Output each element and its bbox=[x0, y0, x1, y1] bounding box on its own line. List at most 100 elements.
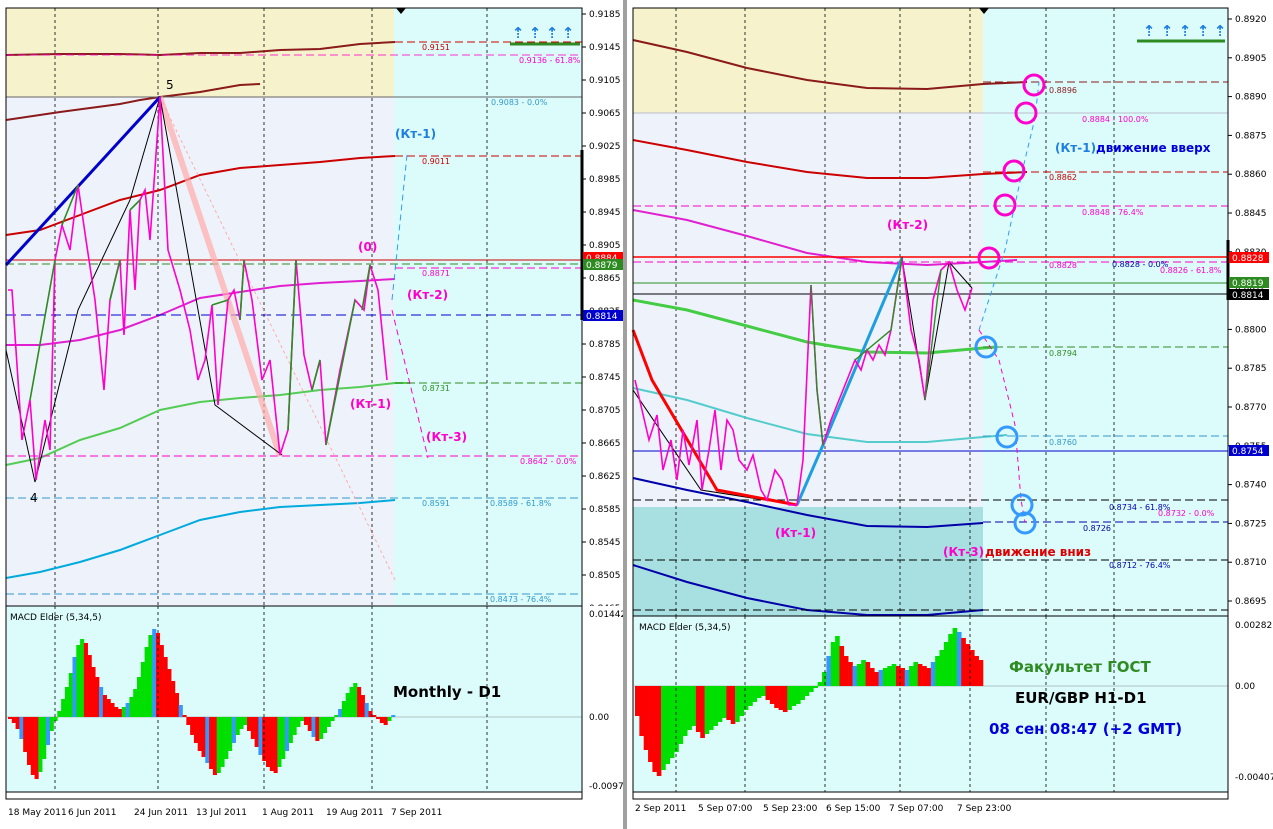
price-badge-label: 0.8879 bbox=[586, 261, 618, 271]
date-tick-label: 7 Sep 07:00 bbox=[889, 804, 944, 814]
macd-label: MACD Elder (5,34,5) bbox=[639, 623, 731, 633]
price-tick-label: 0.8920 bbox=[1235, 15, 1267, 25]
wave-annotation: (Кт-1) bbox=[395, 127, 436, 141]
trend-arrows: ⇡ ⇡ ⇡ ⇡ ⇡ bbox=[1143, 22, 1227, 40]
arrow-up-icon: ⇡ bbox=[1179, 22, 1192, 40]
wave-annotation: 5 bbox=[166, 78, 174, 92]
wave-annotation: (Кт-1) bbox=[775, 526, 816, 540]
price-line-magenta bbox=[8, 96, 388, 481]
circle-marker-icon bbox=[1013, 511, 1037, 535]
ma-cyan-line bbox=[5, 499, 396, 579]
price-badge bbox=[1229, 277, 1269, 288]
price-tick-label: 0.8985 bbox=[589, 175, 621, 185]
price-tick-label: 0.8705 bbox=[589, 406, 621, 416]
level-label: 0.8589 - 61.8% bbox=[490, 499, 552, 508]
price-tick-label: 0.8875 bbox=[1235, 131, 1267, 141]
price-tick-label: 0.8770 bbox=[1235, 403, 1267, 413]
level-label: 0.8591 bbox=[422, 499, 450, 508]
date-tick-label: 6 Sep 15:00 bbox=[826, 804, 881, 814]
level-label: 0.8794 bbox=[1049, 349, 1077, 358]
wave-annotation: (Кт-1) bbox=[1055, 141, 1096, 155]
level-label: 0.9136 - 61.8% bbox=[519, 56, 581, 65]
price-badge-label: 0.8819 bbox=[1232, 279, 1264, 289]
level-label: 0.8473 - 76.4% bbox=[490, 595, 552, 604]
date-tick-label: 19 Aug 2011 bbox=[326, 808, 384, 818]
circle-marker-icon bbox=[1002, 159, 1026, 183]
price-badge-label: 0.8814 bbox=[586, 312, 618, 322]
level-label: 0.9151 bbox=[422, 43, 450, 52]
arrow-up-icon: ⇡ bbox=[562, 24, 575, 42]
level-label: 0.8848 - 76.4% bbox=[1082, 208, 1144, 217]
ma-brown-lower-line bbox=[5, 83, 261, 121]
circle-marker-icon bbox=[1014, 101, 1038, 125]
price-tick-label: 0.8890 bbox=[1235, 93, 1267, 103]
circle-marker-icon bbox=[993, 193, 1017, 217]
wave-annotation: (Кт-2) bbox=[887, 218, 928, 232]
price-tick-label: 0.9065 bbox=[589, 109, 621, 119]
price-tick-label: 0.8905 bbox=[589, 241, 621, 251]
wave-annotation: (Кт-3) bbox=[943, 545, 984, 559]
timestamp-caption: 08 сен 08:47 (+2 GMT) bbox=[989, 720, 1182, 738]
price-tick-label: 0.8665 bbox=[589, 439, 621, 449]
date-tick-label: 18 May 2011 bbox=[8, 808, 67, 818]
ma-red-line bbox=[5, 155, 396, 236]
level-label: 0.9083 - 0.0% bbox=[491, 98, 548, 107]
arrow-up-icon: ⇡ bbox=[1197, 22, 1210, 40]
trend-line-blue bbox=[4, 95, 162, 267]
arrow-up-icon: ⇡ bbox=[1214, 22, 1227, 40]
price-badge bbox=[1229, 252, 1269, 263]
date-axis: 2 Sep 2011 5 Sep 07:00 5 Sep 23:00 6 Sep 15… bbox=[635, 804, 1012, 814]
projection-markers bbox=[974, 73, 1046, 535]
level-label: 0.8731 bbox=[422, 384, 450, 393]
date-tick-label: 13 Jul 2011 bbox=[196, 808, 247, 818]
date-tick-label: 24 Jun 2011 bbox=[134, 808, 188, 818]
price-badge bbox=[583, 259, 623, 270]
circle-marker-icon bbox=[977, 246, 1001, 270]
level-label: 0.9011 bbox=[422, 157, 450, 166]
price-tick-label: 0.8695 bbox=[1235, 597, 1267, 607]
symbol-caption: EUR/GBP H1-D1 bbox=[1015, 689, 1147, 707]
price-tick-label: 0.8745 bbox=[589, 373, 621, 383]
price-badge-label: 0.8828 bbox=[1232, 254, 1264, 264]
date-tick-label: 6 Jun 2011 bbox=[68, 808, 116, 818]
projection-up bbox=[391, 154, 408, 301]
projection-down bbox=[391, 309, 429, 459]
price-badge bbox=[583, 252, 623, 263]
date-tick-label: 5 Sep 07:00 bbox=[698, 804, 753, 814]
price-badge-label: 0.8754 bbox=[1232, 447, 1264, 457]
price-tick-label: 0.8860 bbox=[1235, 170, 1267, 180]
lower-zone bbox=[633, 507, 983, 616]
price-tick-label: 0.9185 bbox=[589, 10, 621, 20]
window-divider[interactable] bbox=[623, 0, 627, 829]
price-tick-label: 0.9145 bbox=[589, 43, 621, 53]
circle-marker-icon bbox=[1022, 73, 1046, 97]
price-tick-label: 0.8785 bbox=[1235, 364, 1267, 374]
price-tick-label: 0.8845 bbox=[1235, 209, 1267, 219]
macd-histogram bbox=[635, 628, 984, 776]
price-tick-label: 0.8800 bbox=[1235, 325, 1267, 335]
weekly-zone bbox=[633, 8, 983, 113]
left-chart-panel: ⇡ ⇡ ⇡ ⇡ 0.9151 0.9136 - 61.8% 0.9083 - 0.0% 0.… bbox=[0, 0, 627, 829]
school-caption: Факультет ГОСТ bbox=[1009, 658, 1152, 676]
trend-arrows: ⇡ ⇡ ⇡ ⇡ bbox=[512, 24, 575, 42]
wave-annotation: (Кт-3) bbox=[426, 430, 467, 444]
level-label: 0.8862 bbox=[1049, 173, 1077, 182]
macd-tick-label: -0.00407 bbox=[1235, 773, 1273, 783]
level-label: 0.8884 - 100.0% bbox=[1082, 115, 1149, 124]
circle-marker-icon bbox=[995, 425, 1019, 449]
timeframe-caption: Monthly - D1 bbox=[393, 683, 501, 701]
arrow-up-icon: ⇡ bbox=[1143, 22, 1156, 40]
level-label: 0.8760 bbox=[1049, 438, 1077, 447]
date-tick-label: 2 Sep 2011 bbox=[635, 804, 686, 814]
arrow-up-icon: ⇡ bbox=[546, 24, 559, 42]
price-tick-label: 0.8865 bbox=[589, 274, 621, 284]
level-label: 0.8726 bbox=[1083, 524, 1111, 533]
price-tick-label: 0.8945 bbox=[589, 208, 621, 218]
price-tick-label: 0.9025 bbox=[589, 142, 621, 152]
price-badge bbox=[1229, 289, 1269, 300]
arrow-up-icon: ⇡ bbox=[512, 24, 525, 42]
macd-tick-label: 0.00282 bbox=[1235, 621, 1272, 631]
price-tick-label: 0.8725 bbox=[1235, 519, 1267, 529]
date-tick-label: 7 Sep 2011 bbox=[391, 808, 442, 818]
wave-annotation: (Кт-2) bbox=[407, 288, 448, 302]
